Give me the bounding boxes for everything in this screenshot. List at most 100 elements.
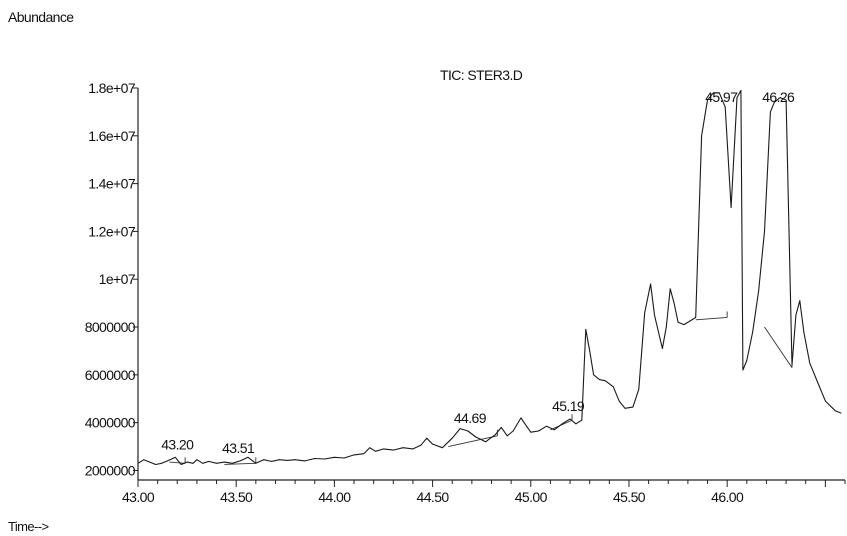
- tic-data-point: [174, 456, 176, 458]
- tic-data-point: [500, 427, 502, 428]
- tic-data-point: [701, 135, 703, 137]
- tic-data-point: [795, 314, 797, 316]
- tic-data-point: [758, 290, 759, 292]
- x-tick-label: 45.50: [613, 489, 646, 505]
- tic-data-point: [740, 89, 742, 91]
- tic-data-point: [575, 423, 577, 425]
- tic-data-point: [506, 435, 508, 437]
- tic-data-point: [202, 462, 204, 464]
- tic-data-point: [673, 302, 675, 304]
- tic-data-point: [654, 314, 655, 316]
- tic-data-point: [530, 431, 532, 433]
- tic-data-point: [585, 329, 587, 330]
- tic-data-point: [569, 418, 571, 420]
- tic-data-point: [599, 379, 600, 381]
- tic-data-point: [180, 464, 182, 465]
- tic-data-point: [363, 453, 365, 455]
- tic-data-point: [475, 436, 477, 438]
- tic-data-point: [561, 423, 563, 425]
- tic-data-point: [764, 231, 765, 232]
- x-tick-label: 44.00: [318, 489, 351, 505]
- tic-data-point: [785, 99, 787, 101]
- x-tick-label: 43.00: [122, 489, 155, 505]
- tic-data-point: [451, 437, 453, 439]
- tic-data-point: [512, 430, 514, 432]
- tic-data-point: [713, 92, 714, 94]
- x-axis-title: Time-->: [8, 519, 48, 534]
- tic-data-point: [149, 461, 151, 463]
- tic-data-point: [324, 458, 325, 460]
- tic-data-point: [137, 462, 139, 464]
- tic-data-point: [186, 461, 188, 463]
- tic-data-point: [736, 97, 738, 98]
- tic-data-point: [593, 374, 595, 376]
- tic-data-point: [402, 447, 404, 449]
- y-tick-label: 1.2e+07: [88, 223, 136, 239]
- tic-data-point: [420, 444, 422, 446]
- tic-data-point: [809, 362, 811, 364]
- y-tick-label: 1.8e+07: [88, 80, 136, 96]
- tic-data-point: [314, 458, 316, 459]
- tic-data-point: [618, 400, 620, 402]
- tic-data-point: [426, 437, 428, 439]
- tic-data-point: [546, 425, 547, 427]
- peak-label: 45.19: [552, 398, 585, 414]
- tic-data-point: [143, 459, 145, 461]
- peak-label: 43.51: [222, 440, 255, 456]
- tic-data-point: [495, 434, 496, 435]
- tic-data-point: [644, 312, 646, 314]
- tic-data-point: [724, 106, 726, 108]
- tic-data-point: [224, 461, 225, 463]
- tic-data-point: [824, 400, 826, 402]
- x-tick-label: 43.50: [220, 489, 253, 505]
- tic-data-point: [834, 410, 836, 412]
- tic-data-point: [742, 369, 744, 371]
- x-tick-label: 45.00: [515, 489, 548, 505]
- tic-data-point: [773, 101, 775, 103]
- tic-data-point: [638, 388, 640, 390]
- tic-data-point: [669, 288, 671, 290]
- tic-data-point: [192, 462, 194, 464]
- tic-data-point: [612, 386, 614, 388]
- tic-data-point: [263, 459, 265, 461]
- tic-data-point: [304, 460, 306, 462]
- tic-data-point: [196, 459, 198, 461]
- tic-trace-line: [137, 89, 842, 466]
- tic-data-point: [730, 207, 732, 208]
- x-tick-label: 44.50: [417, 489, 450, 505]
- tic-data-point: [161, 462, 162, 464]
- tic-data-point: [840, 412, 842, 414]
- tic-data-point: [343, 457, 345, 459]
- tic-data-point: [167, 460, 168, 462]
- tic-data-point: [271, 460, 272, 462]
- peak-label: 44.69: [454, 410, 487, 426]
- tic-data-point: [661, 348, 663, 349]
- tic-data-point: [412, 448, 414, 450]
- integration-baseline: [448, 435, 498, 447]
- tic-data-point: [294, 459, 296, 461]
- peak-label: 46.26: [762, 89, 795, 105]
- integration-baseline: [169, 461, 186, 464]
- tic-data-point: [208, 460, 210, 462]
- y-tick-label: 1.6e+07: [88, 128, 136, 144]
- chart-title: TIC: STER3.D: [440, 67, 523, 83]
- tic-data-point: [216, 462, 217, 464]
- axes: 2000000 4000000 6000000 8000000 1e+07 1.2e+07…: [85, 80, 846, 505]
- tic-data-point: [432, 443, 433, 445]
- x-tick-label: 46.00: [711, 489, 744, 505]
- tic-data-point: [752, 331, 754, 333]
- tic-data-point: [255, 462, 257, 464]
- tic-data-point: [231, 462, 233, 464]
- tic-data-point: [279, 459, 280, 461]
- tic-data-point: [769, 111, 771, 113]
- y-axis-title: Abundance: [8, 9, 74, 25]
- tic-data-point: [392, 449, 394, 451]
- tic-data-point: [581, 419, 583, 421]
- integration-baseline: [224, 462, 256, 465]
- tic-data-point: [718, 92, 720, 94]
- tic-data-point: [791, 364, 793, 366]
- y-tick-label: 4000000: [85, 415, 136, 431]
- peak-label: 43.20: [161, 436, 194, 452]
- series-layer: [137, 89, 842, 466]
